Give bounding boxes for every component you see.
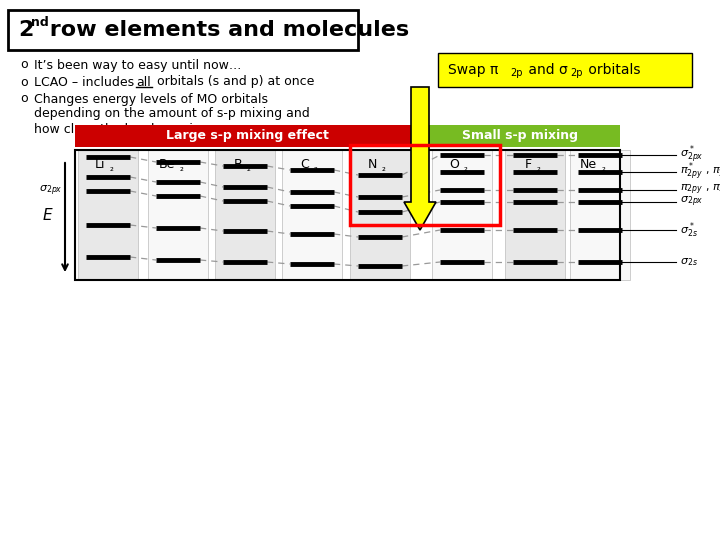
Bar [282,150,342,280]
Bar [75,150,620,280]
Text: ₂: ₂ [464,163,468,173]
Text: $\sigma_{2px}$: $\sigma_{2px}$ [680,195,703,209]
Text: $\sigma_{2s}$: $\sigma_{2s}$ [680,256,698,268]
Text: row elements and molecules: row elements and molecules [42,20,409,40]
Text: Large s-p mixing effect: Large s-p mixing effect [166,130,329,143]
Text: orbitals (s and p) at once: orbitals (s and p) at once [153,76,315,89]
Text: depending on the amount of s-p mixing and: depending on the amount of s-p mixing an… [34,107,310,120]
Text: F: F [525,159,532,172]
Text: $\pi_{2py}$ , $\pi_{2pz}$: $\pi_{2py}$ , $\pi_{2pz}$ [680,183,720,197]
Bar [148,150,208,280]
Text: $\sigma_{2px}$: $\sigma_{2px}$ [40,184,63,198]
Text: Changes energy levels of MO orbitals: Changes energy levels of MO orbitals [34,92,268,105]
Bar [350,150,410,280]
Text: ₂: ₂ [382,163,386,173]
Text: Swap π: Swap π [448,63,498,77]
Bar [75,125,420,147]
Text: $\sigma^*_{2s}$: $\sigma^*_{2s}$ [680,220,698,240]
Text: and σ: and σ [524,63,568,77]
Text: ₂: ₂ [180,163,184,173]
Text: B: B [233,159,242,172]
Bar [432,150,492,280]
Text: C: C [300,159,309,172]
Bar [215,150,275,280]
Text: ₂: ₂ [247,163,251,173]
Text: o: o [20,76,27,89]
Bar [8,10,358,50]
Bar [350,145,500,225]
Text: 2p: 2p [570,68,582,78]
Text: orbitals: orbitals [584,63,641,77]
Text: o: o [20,58,27,71]
Text: Li: Li [94,159,105,172]
Text: E: E [42,207,52,222]
Text: o: o [20,92,27,105]
Text: O: O [449,159,459,172]
Text: Small s-p mixing: Small s-p mixing [462,130,578,143]
Text: Be: Be [158,159,175,172]
Text: how close the levels are in energy.: how close the levels are in energy. [34,123,251,136]
Text: ₂: ₂ [314,163,318,173]
Text: $\pi^*_{2py}$ , $\pi^*_{2pz}$: $\pi^*_{2py}$ , $\pi^*_{2pz}$ [680,161,720,183]
Text: ₂: ₂ [537,163,541,173]
FancyArrow shape [404,87,436,230]
Text: nd: nd [31,16,49,29]
Bar [420,125,620,147]
Text: Ne: Ne [580,159,597,172]
Text: N: N [368,159,377,172]
Bar [78,150,138,280]
Bar [505,150,565,280]
Text: ₂: ₂ [602,163,606,173]
Text: 2p: 2p [510,68,523,78]
Text: LCAO – includes: LCAO – includes [34,76,138,89]
Text: all: all [136,76,150,89]
Text: $\sigma^*_{2px}$: $\sigma^*_{2px}$ [680,144,703,166]
Bar [438,53,692,87]
Text: 2: 2 [18,20,33,40]
Bar [570,150,630,280]
Text: ₂: ₂ [110,163,114,173]
Text: It’s been way to easy until now…: It’s been way to easy until now… [34,58,241,71]
